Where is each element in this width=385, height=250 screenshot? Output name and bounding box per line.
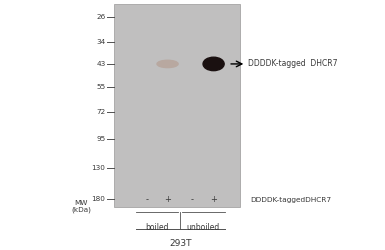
Text: 55: 55 <box>96 84 105 90</box>
Text: 95: 95 <box>96 136 105 141</box>
Text: -: - <box>191 196 194 204</box>
Text: -: - <box>146 196 149 204</box>
Text: 26: 26 <box>96 14 105 20</box>
Ellipse shape <box>203 57 224 71</box>
Text: 43: 43 <box>96 61 105 67</box>
Text: 34: 34 <box>96 39 105 45</box>
Text: DDDDK-taggedDHCR7: DDDDK-taggedDHCR7 <box>250 197 331 203</box>
Ellipse shape <box>157 60 178 68</box>
Text: 180: 180 <box>92 196 105 202</box>
Text: +: + <box>210 196 217 204</box>
Text: 293T: 293T <box>169 239 192 248</box>
Text: boiled: boiled <box>146 223 169 232</box>
Text: unboiled: unboiled <box>186 223 220 232</box>
Text: 130: 130 <box>92 165 105 171</box>
Text: DDDDK-tagged  DHCR7: DDDDK-tagged DHCR7 <box>248 60 338 68</box>
Text: MW
(kDa): MW (kDa) <box>71 200 91 213</box>
FancyBboxPatch shape <box>114 4 241 207</box>
Text: +: + <box>164 196 171 204</box>
Text: 72: 72 <box>96 110 105 116</box>
